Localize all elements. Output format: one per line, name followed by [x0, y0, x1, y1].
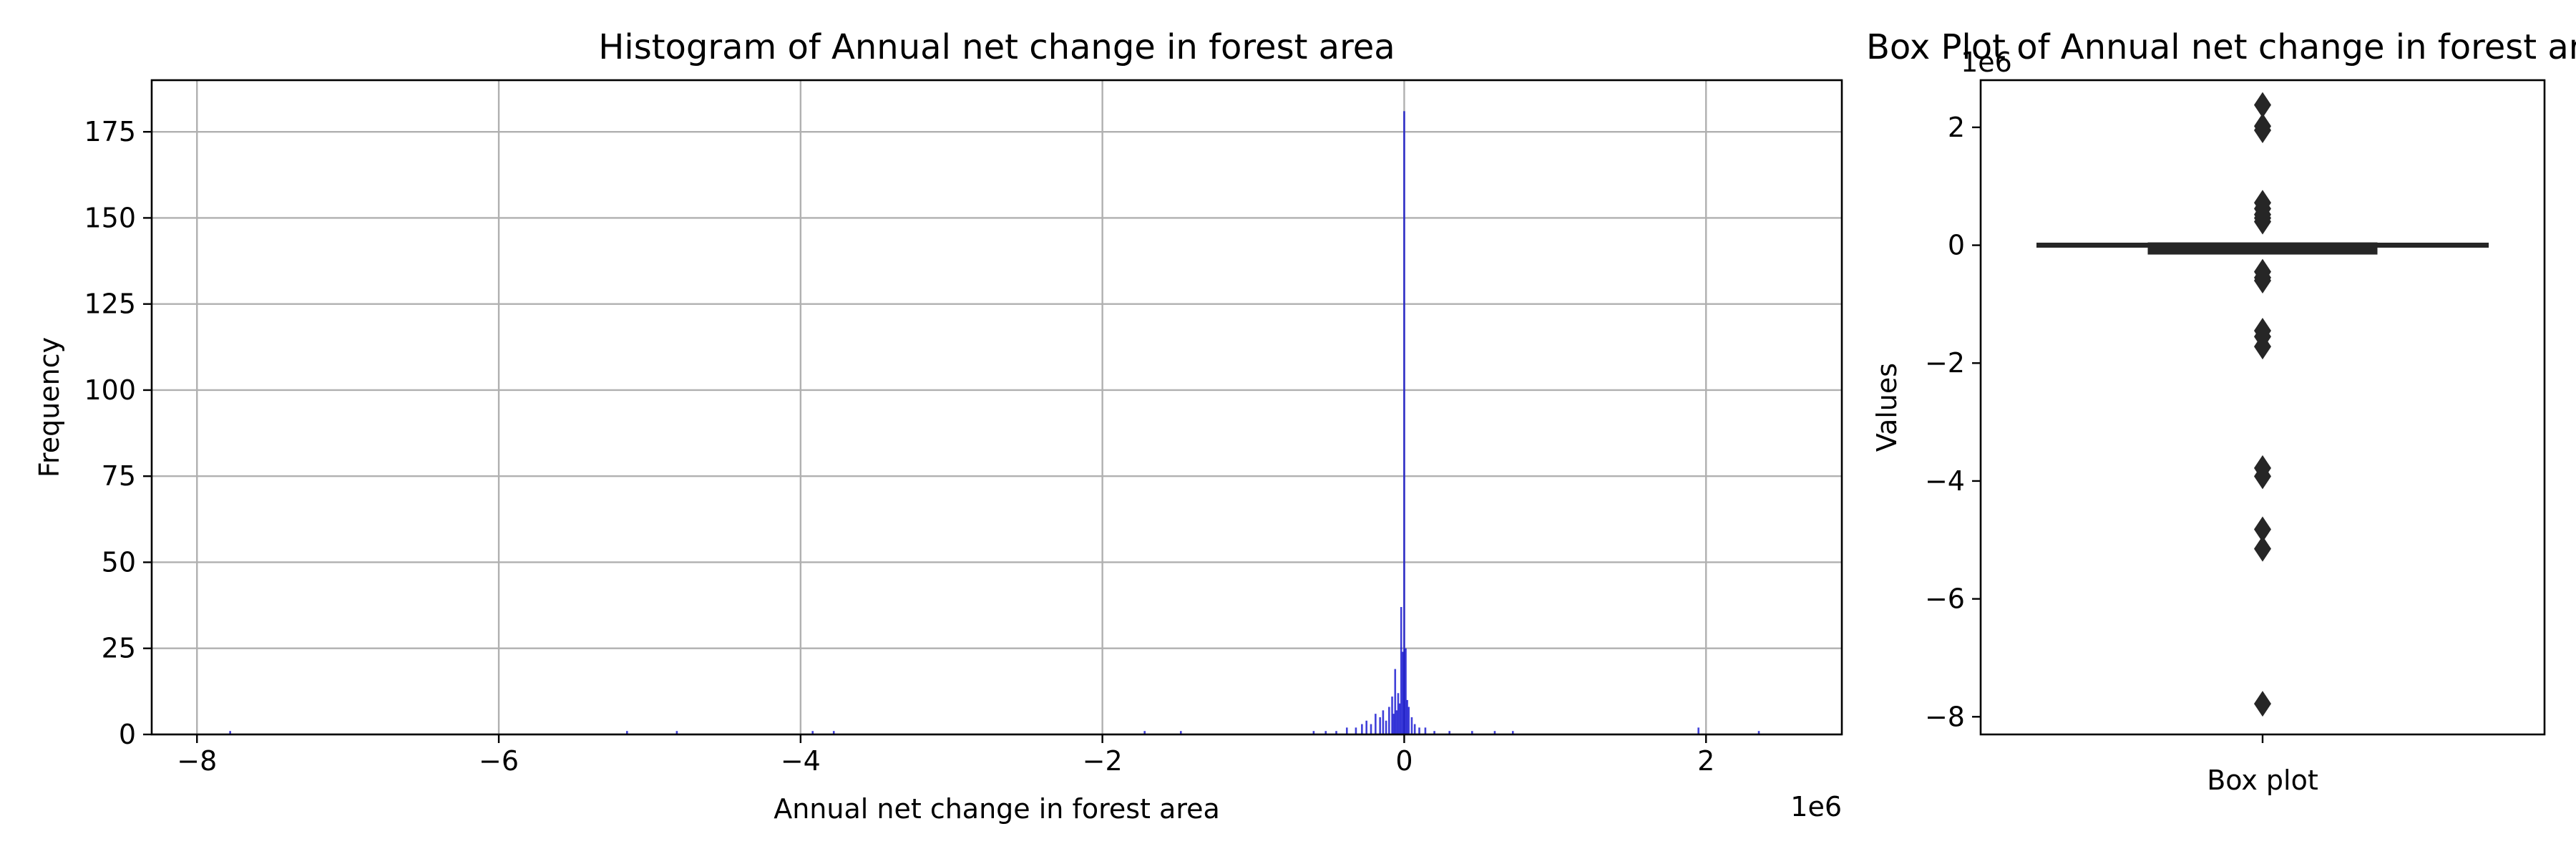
histogram-bar-42: [1757, 731, 1760, 734]
histogram-bar-39: [1493, 731, 1496, 734]
histogram-bar-21: [1392, 714, 1395, 734]
boxplot-outlier-10: [2254, 267, 2271, 293]
histogram-plot-frame: [150, 79, 1843, 736]
histogram-bar-36: [1433, 731, 1435, 734]
histogram-bar-35: [1424, 727, 1427, 734]
histogram-bar-11: [1355, 727, 1357, 734]
histogram-x-tick-label-4: 0: [1395, 745, 1413, 777]
histogram-y-ticks: 0 25 50 75 100 125 150 175: [84, 116, 152, 750]
histogram-x-tick-label-5: 2: [1697, 745, 1714, 777]
histogram-bar-4: [832, 731, 835, 734]
histogram-bar-40: [1511, 731, 1514, 734]
histogram-bar-29: [1405, 648, 1407, 734]
boxplot-outlier-2: [2254, 117, 2271, 143]
boxplot-panel: 2 0 −2 −4 −6 −8 1e6 Box Plot of Annual net ch…: [1866, 27, 2576, 796]
boxplot-x-tick-label: Box plot: [2207, 765, 2318, 796]
histogram-bar-5: [1143, 731, 1146, 734]
histogram-bar-37: [1448, 731, 1450, 734]
boxplot-y-tick-label-5: −8: [1925, 701, 1965, 732]
histogram-bar-28: [1403, 111, 1405, 734]
boxplot-box: [2147, 242, 2378, 255]
histogram-x-ticks: −8 −6 −4 −2 0 2: [177, 734, 1714, 777]
histogram-bar-33: [1413, 724, 1416, 734]
boxplot-outliers: [2254, 92, 2271, 717]
histogram-bar-31: [1407, 707, 1410, 734]
boxplot-outlier-17: [2254, 535, 2271, 562]
histogram-bars: [229, 111, 1760, 734]
boxplot-y-label: Values: [1871, 363, 1903, 452]
histogram-bar-8: [1324, 731, 1327, 734]
histogram-y-tick-label-6: 150: [84, 202, 136, 233]
histogram-bar-9: [1335, 731, 1337, 734]
boxplot-y-tick-label-0: 2: [1948, 112, 1965, 143]
histogram-bar-23: [1395, 710, 1398, 734]
histogram-bar-0: [229, 731, 231, 734]
boxplot-y-tick-label-1: 0: [1948, 230, 1965, 261]
boxplot-y-ticks: 2 0 −2 −4 −6 −8: [1925, 112, 2264, 743]
histogram-bar-22: [1394, 669, 1397, 734]
histogram-bar-7: [1312, 731, 1315, 734]
histogram-y-tick-label-7: 175: [84, 116, 136, 147]
histogram-title: Histogram of Annual net change in forest…: [598, 27, 1395, 67]
histogram-bar-24: [1397, 693, 1400, 734]
histogram-bar-16: [1379, 717, 1381, 734]
histogram-bar-13: [1365, 720, 1367, 734]
boxplot-y-offset-label: 1e6: [1961, 47, 2012, 78]
histogram-bar-19: [1388, 707, 1390, 734]
histogram-bar-15: [1375, 714, 1377, 734]
histogram-bar-27: [1402, 651, 1404, 734]
histogram-bar-1: [626, 731, 628, 734]
boxplot-outlier-15: [2254, 463, 2271, 490]
boxplot-plot-frame: [1979, 79, 2546, 736]
histogram-x-label: Annual net change in forest area: [774, 793, 1220, 825]
histogram-y-tick-label-2: 50: [102, 546, 136, 578]
boxplot-y-tick-label-2: −2: [1925, 347, 1965, 379]
boxplot-outlier-18: [2254, 691, 2271, 717]
histogram-bar-3: [811, 731, 814, 734]
histogram-bar-25: [1398, 703, 1401, 734]
histogram-y-tick-label-0: 0: [119, 719, 136, 750]
histogram-bar-6: [1179, 731, 1182, 734]
histogram-bar-32: [1410, 717, 1413, 734]
histogram-y-tick-label-4: 100: [84, 374, 136, 406]
histogram-panel: Histogram of Annual net change in forest…: [34, 27, 1843, 825]
histogram-x-tick-label-3: −2: [1083, 745, 1123, 777]
histogram-bar-30: [1406, 699, 1408, 734]
boxplot-title: Box Plot of Annual net change in forest …: [1866, 27, 2576, 67]
histogram-bar-26: [1400, 607, 1402, 734]
histogram-bar-10: [1345, 727, 1348, 734]
histogram-bar-12: [1361, 724, 1363, 734]
histogram-bar-34: [1418, 727, 1420, 734]
boxplot-y-tick-label-4: −6: [1925, 583, 1965, 615]
boxplot-outlier-16: [2254, 516, 2271, 543]
histogram-x-tick-label-1: −6: [479, 745, 519, 777]
histogram-bar-38: [1471, 731, 1473, 734]
histogram-bar-41: [1697, 727, 1699, 734]
histogram-x-tick-label-0: −8: [177, 745, 217, 777]
boxplot-elements: [2036, 242, 2489, 255]
histogram-x-tick-label-2: −4: [781, 745, 821, 777]
boxplot-y-tick-label-3: −4: [1925, 465, 1965, 497]
boxplot-outlier-7: [2254, 208, 2271, 235]
histogram-bar-20: [1391, 697, 1393, 734]
boxplot-outlier-13: [2254, 334, 2271, 360]
histogram-y-label: Frequency: [34, 337, 65, 477]
histogram-y-tick-label-1: 25: [102, 633, 136, 664]
histogram-bar-14: [1370, 724, 1372, 734]
boxplot-outlier-0: [2254, 92, 2271, 118]
histogram-x-offset-label: 1e6: [1790, 791, 1842, 822]
histogram-y-tick-label-5: 125: [84, 288, 136, 320]
histogram-grid: [152, 80, 1842, 736]
histogram-bar-2: [675, 731, 678, 734]
histogram-y-tick-label-3: 75: [102, 460, 136, 492]
histogram-bar-17: [1382, 710, 1385, 734]
histogram-bar-18: [1385, 720, 1387, 734]
